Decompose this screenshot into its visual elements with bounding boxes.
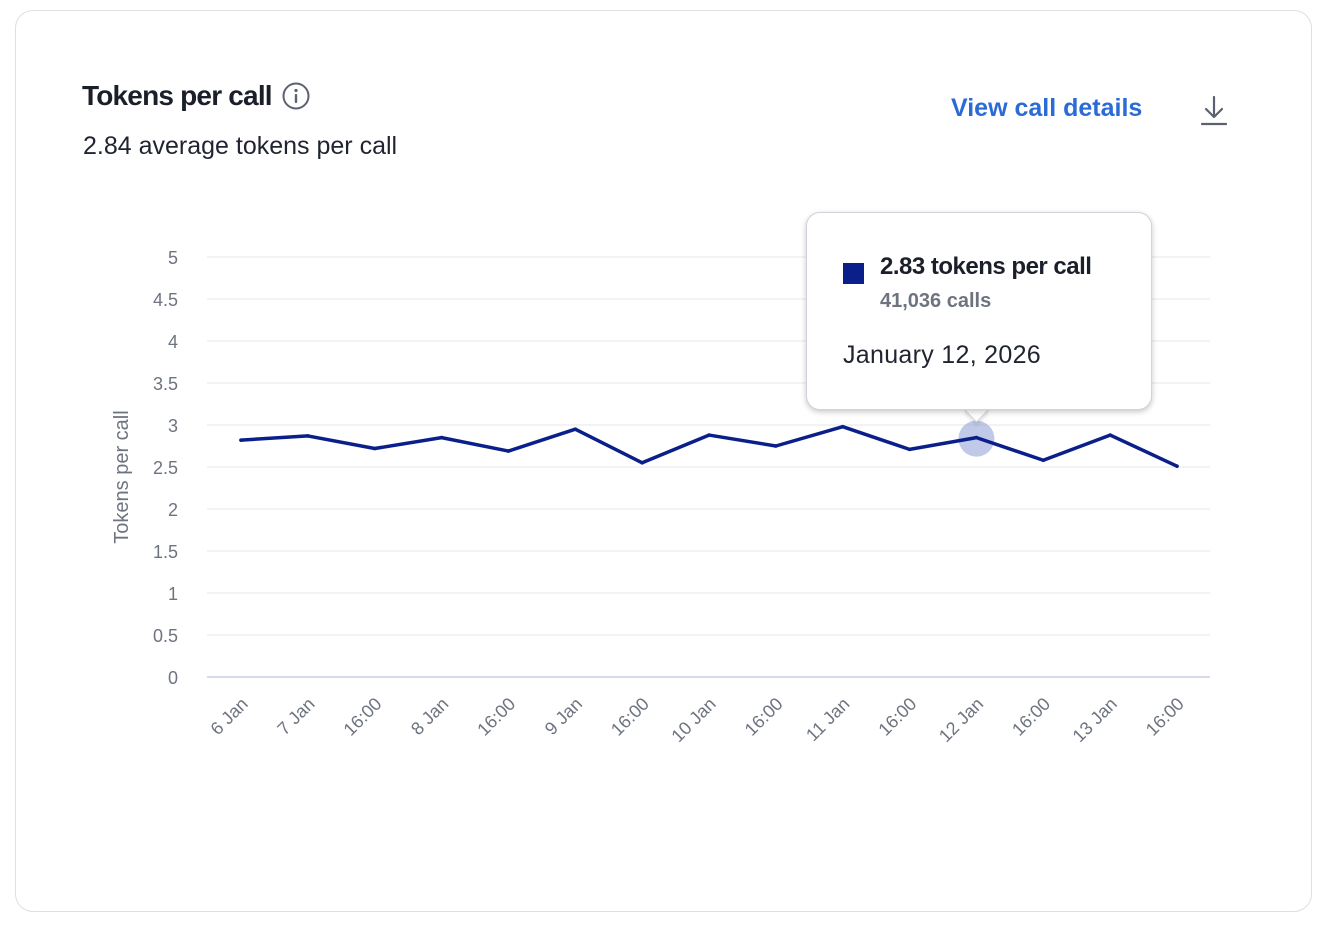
x-tick-label: 16:00 (607, 694, 653, 740)
data-point (506, 449, 511, 453)
tooltip-series-swatch (843, 263, 864, 284)
data-point (573, 427, 578, 432)
data-point (239, 438, 243, 442)
x-tick-label: 16:00 (473, 694, 519, 740)
data-point (907, 447, 912, 452)
tooltip-calls: 41,036 calls (880, 290, 992, 312)
y-axis-label: Tokens per call (111, 410, 133, 543)
x-tick-label: 16:00 (1008, 694, 1054, 740)
y-tick-label: 2 (168, 500, 178, 520)
y-tick-label: 3 (168, 416, 178, 436)
y-tick-label: 2.5 (153, 458, 178, 478)
data-point (640, 461, 644, 465)
y-tick-label: 0.5 (153, 626, 178, 646)
x-tick-label: 13 Jan (1069, 694, 1121, 746)
x-tick-label: 16:00 (741, 694, 787, 740)
x-tick-label: 16:00 (1142, 694, 1188, 740)
x-tick-label: 16:00 (874, 694, 920, 740)
series-line (239, 424, 1179, 468)
data-point (974, 435, 979, 440)
data-point (840, 424, 845, 429)
tokens-per-call-card (15, 10, 1312, 912)
card-subtitle: 2.84 average tokens per call (83, 132, 398, 160)
x-tick-label: 8 Jan (407, 694, 452, 739)
x-tick-label: 16:00 (340, 694, 386, 740)
x-tick-label: 7 Jan (273, 694, 318, 739)
y-tick-label: 4 (168, 332, 178, 352)
y-tick-label: 1.5 (153, 542, 178, 562)
chart-tooltip: 2.83 tokens per call 41,036 calls Januar… (806, 212, 1152, 410)
tooltip-value: 2.83 tokens per call (880, 253, 1092, 280)
data-point (372, 446, 377, 451)
data-point (1041, 458, 1046, 463)
data-point (1175, 464, 1179, 468)
y-tick-label: 3.5 (153, 374, 178, 394)
x-tick-label: 6 Jan (207, 694, 252, 739)
x-tick-label: 12 Jan (935, 694, 987, 746)
x-tick-label: 11 Jan (802, 694, 853, 745)
data-point (306, 434, 310, 438)
info-icon[interactable] (281, 81, 311, 111)
x-tick-label: 10 Jan (667, 694, 719, 746)
y-tick-label: 0 (168, 668, 178, 688)
card-header: Tokens per call (82, 80, 311, 112)
y-tick-label: 1 (168, 584, 178, 604)
tooltip-date: January 12, 2026 (843, 341, 1042, 369)
view-call-details-link[interactable]: View call details (951, 94, 1143, 122)
y-tick-label: 4.5 (153, 290, 178, 310)
data-point (1108, 433, 1112, 437)
data-point (439, 435, 444, 440)
data-point (707, 433, 711, 437)
download-icon[interactable] (1198, 94, 1230, 128)
card-title: Tokens per call (82, 80, 273, 111)
x-tick-label: 9 Jan (541, 694, 586, 739)
data-point (774, 444, 778, 448)
y-tick-label: 5 (168, 248, 178, 268)
